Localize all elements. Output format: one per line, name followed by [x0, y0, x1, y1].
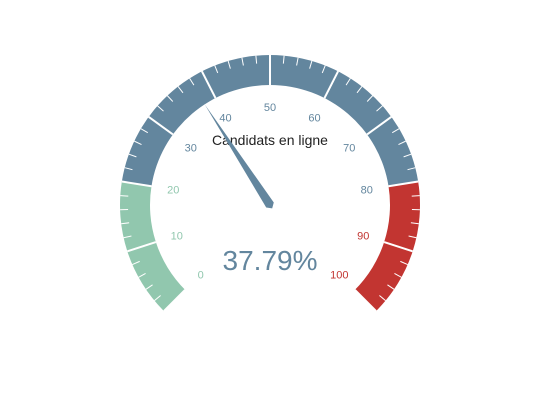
gauge-minor-tick [403, 153, 412, 158]
gauge-minor-tick [400, 260, 408, 266]
gauge-tick-label: 0 [198, 269, 204, 281]
gauge-split-line [163, 289, 186, 312]
gauge-split-line [127, 241, 157, 253]
gauge-minor-tick [227, 60, 231, 69]
gauge-split-line [148, 116, 174, 136]
gauge-minor-tick [255, 55, 258, 64]
gauge-tick-label: 50 [264, 102, 276, 114]
gauge-split-line [354, 289, 377, 312]
gauge-minor-tick [166, 95, 174, 102]
gauge-tick-label: 90 [357, 230, 369, 242]
gauge-minor-tick [138, 272, 146, 278]
gauge-minor-tick [309, 60, 313, 69]
gauge-minor-tick [134, 140, 142, 145]
gauge-minor-tick [282, 55, 285, 64]
gauge-minor-tick [132, 260, 140, 266]
gauge-tick-label: 70 [343, 142, 355, 154]
gauge-minor-tick [296, 57, 299, 66]
gauge-minor-tick [128, 153, 137, 158]
gauge-minor-tick [387, 284, 395, 290]
gauge-minor-tick [345, 78, 351, 86]
gauge-tick-label: 10 [171, 230, 183, 242]
gauge-band-0 [120, 181, 186, 312]
gauge-tick-label: 20 [167, 185, 179, 197]
gauge-minor-tick [321, 65, 326, 74]
gauge-minor-tick [154, 295, 161, 301]
gauge-tick-label: 80 [361, 185, 373, 197]
gauge-minor-tick [177, 86, 184, 94]
gauge-pointer-needle [204, 104, 274, 209]
gauge-minor-tick [407, 167, 416, 171]
gauge-tick-label: 30 [185, 142, 197, 154]
gauge-band-1 [121, 54, 419, 187]
gauge-value-label: 37.79% [223, 245, 318, 276]
gauge-minor-tick [124, 167, 133, 171]
gauge-split-line [383, 241, 413, 253]
gauge-band-2 [354, 181, 420, 312]
gauge-minor-tick [366, 95, 374, 102]
gauge-split-line [388, 180, 419, 188]
gauge-tick-label: 40 [219, 113, 231, 125]
gauge-arc-bands [120, 54, 420, 312]
gauge-minor-tick [394, 272, 402, 278]
gauge-minor-tick [356, 86, 363, 94]
gauge-minor-tick [121, 222, 130, 225]
gauge-pointer [204, 104, 274, 209]
gauge-minor-ticks [120, 55, 420, 301]
gauge-minor-tick [120, 195, 129, 197]
gauge-minor-tick [145, 284, 153, 290]
gauge-tick-label: 100 [330, 269, 348, 281]
gauge-minor-tick [214, 65, 219, 74]
gauge-tick-label: 60 [308, 113, 320, 125]
gauge-minor-tick [410, 222, 419, 225]
gauge-split-line [366, 116, 392, 136]
gauge-title: Candidats en ligne [212, 132, 328, 148]
gauge-minor-tick [379, 295, 386, 301]
gauge-minor-tick [123, 235, 132, 239]
gauge-minor-tick [391, 128, 400, 134]
gauge-tick-labels: 0 10 20 30 40 50 60 70 80 90 100 [167, 102, 373, 281]
gauge-minor-tick [408, 235, 417, 239]
gauge-split-line [201, 70, 217, 99]
gauge-minor-tick [157, 105, 164, 112]
gauge-split-line [323, 70, 339, 99]
gauge-minor-tick [140, 128, 149, 134]
gauge-split-line [121, 180, 152, 188]
gauge-minor-tick [376, 105, 383, 112]
gauge-split-lines [121, 55, 419, 312]
gauge-minor-tick [189, 78, 195, 86]
gauge-minor-tick [398, 140, 406, 145]
gauge-minor-tick [411, 195, 420, 197]
gauge-minor-tick [241, 57, 244, 66]
